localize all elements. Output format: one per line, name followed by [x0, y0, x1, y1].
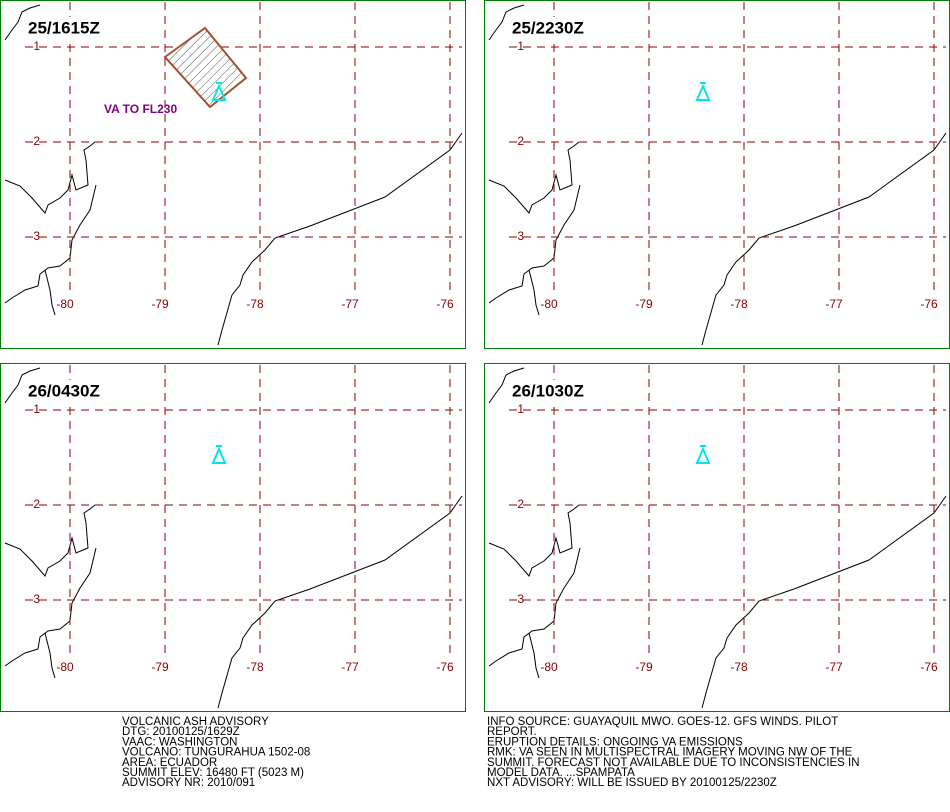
longitude-label: -80 [56, 297, 74, 311]
advisory-line: INFO SOURCE: GUAYAQUIL MWO. GOES-12. GFS… [487, 716, 838, 728]
latitude-label: -1 [29, 39, 40, 53]
advisory-line: ADVISORY NR: 2010/091 [122, 777, 255, 789]
ash-cloud [163, 26, 248, 109]
longitude-label: -76 [920, 660, 938, 674]
valid-time: 25/2230Z [512, 18, 584, 37]
longitude-label: -78 [246, 660, 264, 674]
panel-frame [484, 363, 950, 712]
latitude-label: -1 [29, 402, 40, 416]
coastline [217, 495, 463, 709]
advisory-line: DTG: 20100125/1629Z [122, 726, 240, 738]
longitude-label: -77 [341, 660, 359, 674]
advisory-line: VAAC: WASHINGTON [122, 736, 237, 748]
coastline [488, 504, 580, 577]
longitude-label: -78 [246, 297, 264, 311]
coastline [4, 367, 41, 404]
coastline [488, 141, 580, 214]
advisory-line: REPORT. [487, 726, 537, 738]
coastline [4, 504, 96, 577]
advisory-line: RMK: VA SEEN IN MULTISPECTRAL IMAGERY MO… [487, 747, 853, 759]
panel-frame [484, 0, 950, 349]
latitude-label: -3 [29, 229, 40, 243]
latitude-label: -2 [29, 497, 40, 511]
coastline [4, 184, 97, 304]
advisory-line: NXT ADVISORY: WILL BE ISSUED BY 20100125… [487, 777, 777, 789]
longitude-label: -79 [151, 660, 169, 674]
longitude-label: -79 [635, 660, 653, 674]
longitude-label: -76 [436, 660, 454, 674]
advisory-line: MODEL DATA. ...SPAMPATA [487, 767, 635, 779]
advisory-line: SUMMIT ELEV: 16480 FT (5023 M) [122, 767, 304, 779]
coastline [488, 184, 581, 304]
advisory-line: SUMMIT. FORECAST NOT AVAILABLE DUE TO IN… [487, 757, 860, 769]
coastline [4, 4, 41, 41]
longitude-label: -76 [920, 297, 938, 311]
panel-frame [0, 363, 466, 712]
longitude-label: -80 [540, 660, 558, 674]
latitude-label: -3 [513, 229, 524, 243]
longitude-label: -77 [825, 297, 843, 311]
longitude-label: -79 [151, 297, 169, 311]
coastline [4, 141, 96, 214]
coastline [488, 367, 525, 404]
panel-frame [0, 0, 466, 349]
latitude-label: -2 [29, 134, 40, 148]
latitude-label: -1 [513, 39, 524, 53]
coastline [488, 547, 581, 667]
volcano-symbol [211, 82, 227, 101]
volcano-symbol [695, 82, 711, 101]
longitude-label: -78 [730, 297, 748, 311]
longitude-label: -80 [540, 297, 558, 311]
longitude-label: -77 [341, 297, 359, 311]
time-bg [25, 17, 111, 39]
map-panel: -1 -2 -3 -80 -79 -78 -77 -76 VA TO FL230 25/1615Z [0, 0, 466, 349]
coastline [44, 632, 56, 679]
longitude-label: -80 [56, 660, 74, 674]
coastline [528, 269, 540, 316]
map-panel: -1 -2 -3 -80 -79 -78 -77 -76 25/2230Z [484, 0, 950, 349]
volcano-symbol [695, 445, 711, 464]
time-bg [509, 380, 595, 402]
valid-time: 25/1615Z [28, 18, 100, 37]
coastline [528, 632, 540, 679]
volcano-symbol [211, 445, 227, 464]
coastline [488, 4, 525, 41]
coastline [4, 547, 97, 667]
time-bg [509, 17, 595, 39]
map-panel: -1 -2 -3 -80 -79 -78 -77 -76 26/1030Z [484, 363, 950, 712]
coastline [701, 495, 947, 709]
advisory-line: AREA: ECUADOR [122, 757, 217, 769]
longitude-label: -79 [635, 297, 653, 311]
valid-time: 26/1030Z [512, 381, 584, 400]
longitude-label: -78 [730, 660, 748, 674]
latitude-label: -2 [513, 497, 524, 511]
ash-annotation: VA TO FL230 [104, 102, 177, 116]
coastline [701, 132, 947, 346]
map-panel: -1 -2 -3 -80 -79 -78 -77 -76 26/0430Z [0, 363, 466, 712]
valid-time: 26/0430Z [28, 381, 100, 400]
coastline [44, 269, 56, 316]
longitude-label: -77 [825, 660, 843, 674]
coastline [217, 132, 463, 346]
latitude-label: -3 [29, 592, 40, 606]
latitude-label: -2 [513, 134, 524, 148]
longitude-label: -76 [436, 297, 454, 311]
latitude-label: -1 [513, 402, 524, 416]
advisory-line: VOLCANIC ASH ADVISORY [122, 716, 269, 728]
advisory-line: VOLCANO: TUNGURAHUA 1502-08 [122, 747, 310, 759]
latitude-label: -3 [513, 592, 524, 606]
time-bg [25, 380, 111, 402]
advisory-line: ERUPTION DETAILS: ONGOING VA EMISSIONS [487, 736, 743, 748]
